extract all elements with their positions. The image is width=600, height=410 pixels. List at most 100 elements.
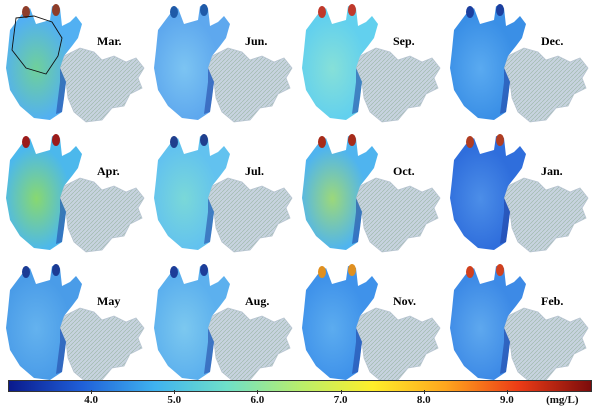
- bay-hotspot: [52, 134, 60, 146]
- map-panel: Dec.: [446, 2, 591, 128]
- colorbar-tick-label: 9.0: [499, 394, 514, 406]
- shore-strip: [352, 198, 362, 244]
- lake-map: [154, 4, 293, 123]
- lake-map: [450, 264, 589, 383]
- land-islands: [355, 177, 441, 253]
- bay-hotspot: [348, 264, 356, 276]
- bay-hotspot: [496, 264, 504, 276]
- bay-hotspot: [22, 136, 30, 148]
- bay-hotspot: [170, 6, 178, 18]
- month-label: Apr.: [97, 164, 120, 178]
- bay-hotspot: [318, 266, 326, 278]
- shore-strip: [56, 328, 66, 374]
- colorbar-tick-label: 5.0: [167, 394, 182, 406]
- colorbar-legend: 4.0 5.0 6.0 7.0 8.0 9.0 (mg/L): [8, 380, 592, 408]
- map-panel: Jan.: [446, 132, 591, 258]
- shore-strip: [204, 198, 214, 244]
- month-label: Dec.: [541, 34, 564, 48]
- bay-hotspot: [22, 6, 30, 18]
- colorbar-tick-label: 7.0: [333, 394, 348, 406]
- colorbar-gradient: [8, 380, 592, 392]
- map-panel: Jun.: [150, 2, 295, 128]
- month-label: Jun.: [245, 34, 268, 48]
- lake-map: [302, 264, 441, 383]
- lake-map: [302, 134, 441, 253]
- map-panel: May: [2, 262, 147, 388]
- colorbar-tick: [506, 390, 508, 394]
- land-islands: [503, 177, 589, 253]
- bay-hotspot: [22, 266, 30, 278]
- land-islands: [207, 47, 293, 123]
- bay-hotspot: [52, 4, 60, 16]
- land-islands: [355, 307, 441, 383]
- shore-strip: [56, 198, 66, 244]
- map-panel: Apr.: [2, 132, 147, 258]
- month-label: May: [97, 294, 121, 308]
- month-label: Feb.: [541, 294, 564, 308]
- month-label: Nov.: [393, 294, 417, 308]
- shore-strip: [500, 198, 510, 244]
- land-islands: [207, 177, 293, 253]
- bay-hotspot: [496, 4, 504, 16]
- land-islands: [59, 47, 145, 123]
- month-label: Jul.: [245, 164, 265, 178]
- bay-hotspot: [348, 134, 356, 146]
- bay-hotspot: [170, 136, 178, 148]
- lake-map: [154, 264, 293, 383]
- bay-hotspot: [466, 136, 474, 148]
- lake-map: [302, 4, 441, 123]
- map-panel: Oct.: [298, 132, 443, 258]
- colorbar-tick-label: 4.0: [84, 394, 99, 406]
- map-panel: Aug.: [150, 262, 295, 388]
- colorbar-tick: [340, 390, 342, 394]
- map-panel: Feb.: [446, 262, 591, 388]
- shore-strip: [56, 68, 66, 114]
- shore-strip: [500, 68, 510, 114]
- bay-hotspot: [318, 136, 326, 148]
- shore-strip: [500, 328, 510, 374]
- colorbar-tick-label: 6.0: [250, 394, 265, 406]
- shore-strip: [204, 68, 214, 114]
- month-label: Jan.: [541, 164, 563, 178]
- bay-hotspot: [200, 4, 208, 16]
- lake-map: [6, 134, 145, 253]
- lake-map: [6, 264, 145, 383]
- map-panel: Jul.: [150, 132, 295, 258]
- shore-strip: [352, 68, 362, 114]
- land-islands: [503, 307, 589, 383]
- land-islands: [59, 307, 145, 383]
- bay-hotspot: [318, 6, 326, 18]
- colorbar-unit: (mg/L): [546, 394, 579, 406]
- lake-map: [450, 4, 589, 123]
- land-islands: [503, 47, 589, 123]
- lake-map: [154, 134, 293, 253]
- month-label: Sep.: [393, 34, 415, 48]
- bay-hotspot: [200, 264, 208, 276]
- bay-hotspot: [348, 4, 356, 16]
- map-panel: Nov.: [298, 262, 443, 388]
- study-region-outline: [11, 15, 63, 75]
- shore-strip: [352, 328, 362, 374]
- shore-strip: [204, 328, 214, 374]
- month-label: Oct.: [393, 164, 415, 178]
- colorbar-tick: [423, 390, 425, 394]
- lake-map: [6, 4, 145, 123]
- colorbar-tick-label: 8.0: [416, 394, 431, 406]
- land-islands: [207, 307, 293, 383]
- bay-hotspot: [466, 6, 474, 18]
- bay-hotspot: [466, 266, 474, 278]
- bay-hotspot: [496, 134, 504, 146]
- land-islands: [355, 47, 441, 123]
- lake-map: [450, 134, 589, 253]
- bay-hotspot: [200, 134, 208, 146]
- colorbar-tick: [174, 390, 176, 394]
- bay-hotspot: [52, 264, 60, 276]
- colorbar-tick: [257, 390, 259, 394]
- map-panel: Sep.: [298, 2, 443, 128]
- month-label: Aug.: [245, 294, 270, 308]
- month-label: Mar.: [97, 34, 122, 48]
- colorbar-tick: [91, 390, 93, 394]
- bay-hotspot: [170, 266, 178, 278]
- map-panel: Mar.: [2, 2, 147, 128]
- land-islands: [59, 177, 145, 253]
